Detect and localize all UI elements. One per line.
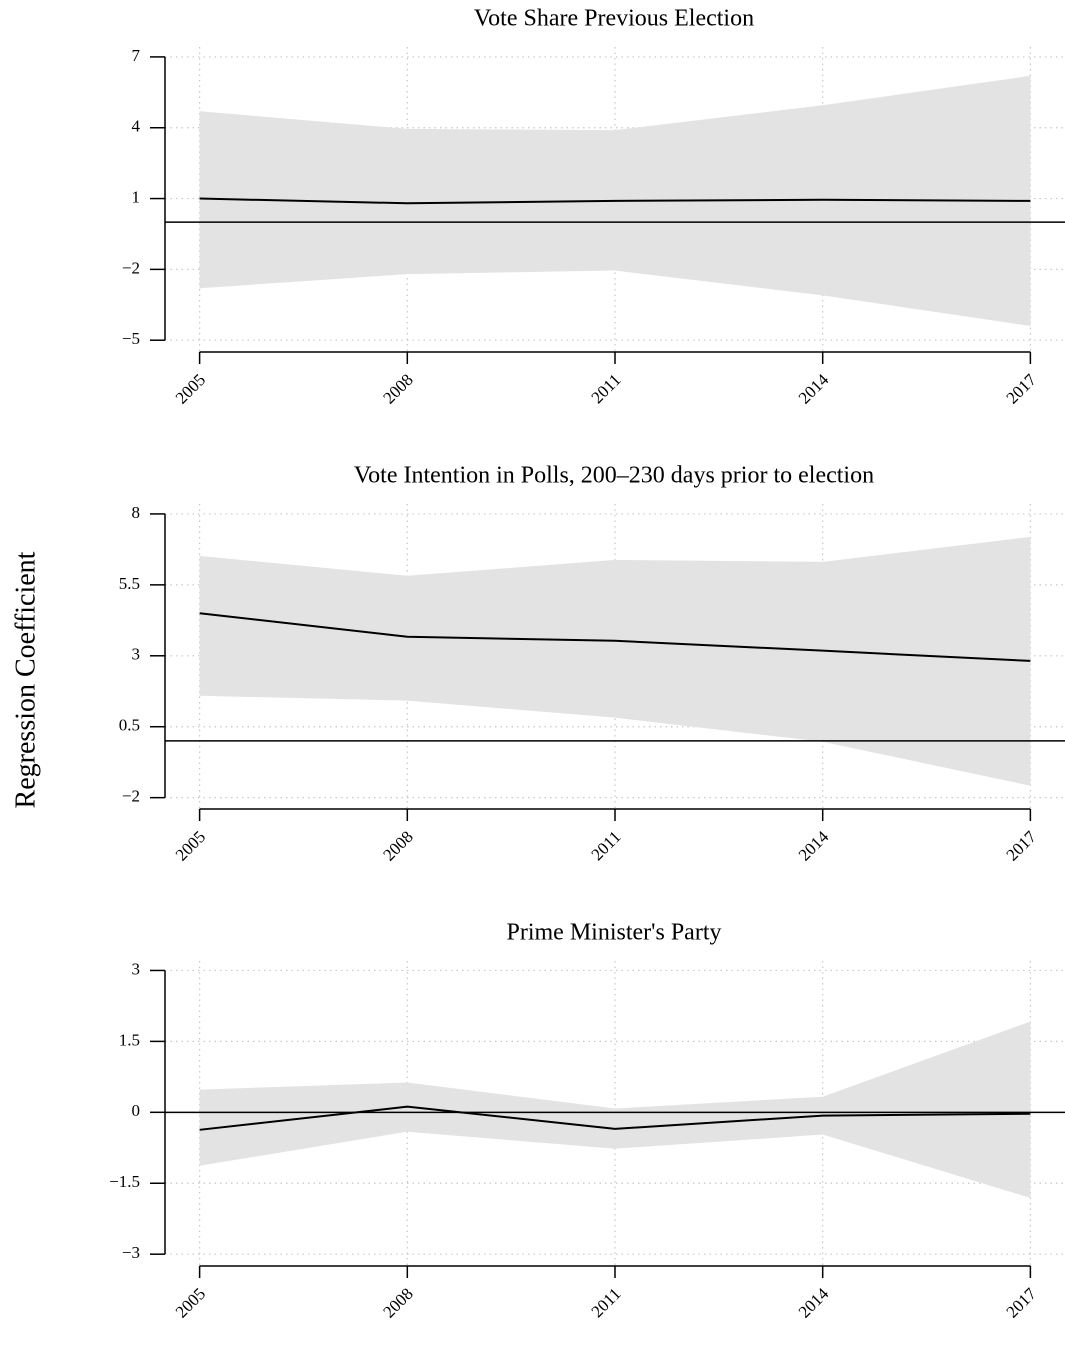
estimate-line <box>199 197 1031 205</box>
x-tick-label: 2017 <box>1002 827 1040 865</box>
x-tick-label: 2017 <box>1002 370 1040 408</box>
y-tick-label: −2 <box>122 258 140 277</box>
confidence-band <box>199 1021 1031 1198</box>
x-tick-label: 2014 <box>795 1284 833 1322</box>
x-tick-label: 2014 <box>795 827 833 865</box>
y-tick-label: −1.5 <box>109 1172 140 1191</box>
x-tick-label: 2011 <box>588 827 625 864</box>
y-tick-label: 4 <box>132 117 141 136</box>
y-tick-label: −5 <box>122 329 140 348</box>
x-tick-label: 2005 <box>172 370 209 407</box>
y-tick-label: 0 <box>132 1101 141 1120</box>
estimate-line <box>199 1105 1031 1131</box>
y-tick-label: 8 <box>132 503 141 522</box>
confidence-band <box>199 536 1031 786</box>
y-tick-label: 3 <box>132 645 141 664</box>
x-tick-label: 2005 <box>172 1284 209 1321</box>
x-tick-label: 2008 <box>379 827 416 864</box>
x-tick-label: 2011 <box>588 370 625 407</box>
y-tick-label: 1 <box>132 187 141 206</box>
y-tick-label: 3 <box>132 959 141 978</box>
y-tick-label: 5.5 <box>119 574 140 593</box>
y-axis-label: Regression Coefficient <box>10 551 41 808</box>
x-tick-label: 2005 <box>172 827 209 864</box>
y-tick-label: −2 <box>122 787 140 806</box>
x-tick-label: 2011 <box>588 1284 625 1321</box>
panel-title: Vote Share Previous Election <box>474 6 754 32</box>
y-tick-label: 7 <box>132 46 141 65</box>
panel-title: Vote Intention in Polls, 200–230 days pr… <box>354 463 874 489</box>
y-tick-label: 1.5 <box>119 1030 140 1049</box>
y-tick-label: 0.5 <box>119 716 140 735</box>
x-tick-label: 2008 <box>379 370 416 407</box>
x-tick-label: 2014 <box>795 370 833 408</box>
estimate-line <box>199 612 1031 662</box>
panel-title: Prime Minister's Party <box>507 920 722 946</box>
x-tick-label: 2008 <box>379 1284 416 1321</box>
x-tick-label: 2017 <box>1002 1284 1040 1322</box>
y-tick-label: −3 <box>122 1243 140 1262</box>
